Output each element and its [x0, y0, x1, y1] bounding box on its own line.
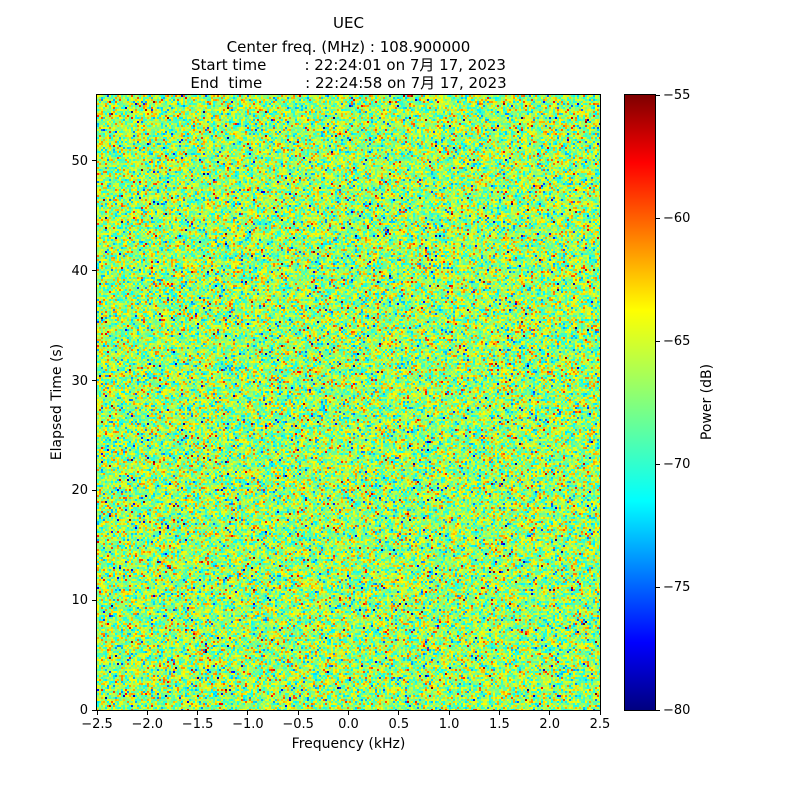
- colorbar-tick-mark: [656, 709, 660, 711]
- x-tick-mark: [498, 711, 500, 715]
- x-tick-label: −1.0: [232, 717, 264, 732]
- start-time-line: Start time : 22:24:01 on 7月 17, 2023: [191, 56, 506, 74]
- spectrogram-plot-area: [96, 94, 601, 711]
- colorbar-tick-label: −75: [663, 580, 691, 595]
- y-tick-mark: [92, 489, 96, 491]
- colorbar-tick-label: −70: [663, 457, 691, 472]
- y-tick-label: 0: [79, 703, 88, 718]
- spectrogram-heatmap: [97, 95, 600, 710]
- colorbar-tick-mark: [656, 586, 660, 588]
- colorbar-tick-mark: [656, 217, 660, 219]
- x-tick-mark: [146, 711, 148, 715]
- y-tick-label: 20: [71, 483, 88, 499]
- x-tick-mark: [398, 711, 400, 715]
- y-tick-mark: [92, 599, 96, 601]
- x-tick-label: 1.5: [489, 717, 510, 732]
- y-tick-label: 10: [71, 593, 88, 609]
- x-axis-label: Frequency (kHz): [291, 736, 406, 752]
- subtitle-block: Center freq. (MHz) : 108.900000 Start ti…: [97, 38, 600, 92]
- y-tick-label: 40: [71, 263, 88, 279]
- colorbar-tick-label: −60: [663, 211, 691, 226]
- x-tick-mark: [348, 711, 349, 715]
- x-tick-label: −0.5: [282, 717, 314, 732]
- colorbar-tick-mark: [656, 340, 660, 342]
- colorbar-tick-label: −55: [663, 88, 691, 103]
- y-tick-mark: [92, 380, 96, 382]
- x-tick-mark: [247, 711, 249, 715]
- x-tick-mark: [297, 711, 299, 715]
- end-time-line: End time : 22:24:58 on 7月 17, 2023: [190, 74, 507, 92]
- page-title: UEC: [333, 14, 364, 32]
- colorbar-label: Power (dB): [699, 363, 715, 441]
- x-tick-label: 0.0: [338, 717, 359, 732]
- x-tick-label: 0.5: [388, 717, 410, 732]
- x-tick-mark: [448, 711, 450, 715]
- y-tick-label: 50: [71, 153, 88, 169]
- x-tick-label: 2.0: [539, 717, 561, 732]
- y-axis-label: Elapsed Time (s): [49, 343, 65, 461]
- colorbar-tick-mark: [656, 463, 660, 465]
- y-tick-label: 30: [71, 373, 88, 389]
- center-frequency-line: Center freq. (MHz) : 108.900000: [226, 38, 471, 56]
- colorbar: [624, 94, 656, 711]
- colorbar-tick-mark: [656, 94, 660, 96]
- x-tick-label: −2.5: [81, 717, 113, 732]
- x-tick-mark: [599, 711, 601, 715]
- y-tick-mark: [92, 270, 96, 272]
- x-tick-mark: [197, 711, 199, 715]
- colorbar-tick-label: −80: [663, 703, 691, 718]
- y-tick-mark: [92, 160, 96, 162]
- x-tick-label: −1.5: [181, 717, 214, 732]
- y-tick-mark: [92, 709, 96, 711]
- x-tick-mark: [96, 711, 98, 715]
- x-tick-label: 1.0: [438, 717, 460, 732]
- x-tick-label: −2.0: [131, 717, 164, 732]
- x-tick-mark: [549, 711, 551, 715]
- x-tick-label: 2.5: [589, 717, 611, 732]
- colorbar-tick-label: −65: [663, 334, 691, 349]
